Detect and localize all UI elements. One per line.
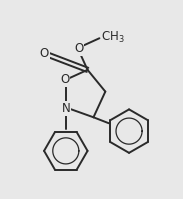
Text: N: N: [61, 102, 70, 115]
Text: O: O: [60, 73, 69, 86]
Text: O: O: [40, 47, 49, 60]
Text: CH$_3$: CH$_3$: [101, 30, 125, 45]
Text: O: O: [74, 42, 83, 55]
